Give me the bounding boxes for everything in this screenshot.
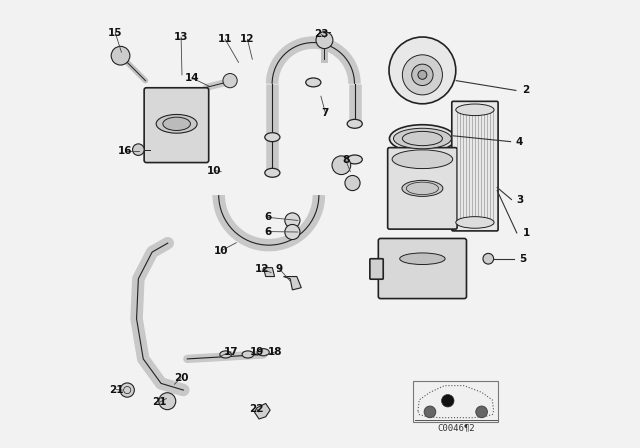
Text: 6: 6	[264, 212, 271, 222]
FancyBboxPatch shape	[413, 381, 498, 422]
Ellipse shape	[306, 78, 321, 87]
Text: 10: 10	[207, 166, 221, 176]
FancyBboxPatch shape	[370, 259, 383, 279]
Ellipse shape	[220, 351, 232, 358]
Circle shape	[483, 254, 493, 264]
Ellipse shape	[347, 155, 362, 164]
Ellipse shape	[402, 181, 443, 196]
Text: 14: 14	[184, 73, 199, 83]
Text: 6: 6	[264, 227, 271, 237]
Ellipse shape	[258, 349, 269, 356]
Text: 8: 8	[342, 155, 349, 165]
Text: 10: 10	[214, 246, 228, 256]
Text: 22: 22	[250, 404, 264, 414]
Text: 13: 13	[174, 32, 188, 42]
FancyBboxPatch shape	[388, 148, 457, 229]
Circle shape	[120, 383, 134, 397]
Circle shape	[159, 393, 176, 409]
Text: 21: 21	[152, 397, 167, 407]
Ellipse shape	[400, 253, 445, 264]
FancyBboxPatch shape	[378, 238, 467, 298]
Text: 12: 12	[240, 34, 255, 44]
Polygon shape	[284, 276, 301, 290]
Text: 3: 3	[516, 194, 524, 205]
Text: 19: 19	[250, 347, 264, 357]
Circle shape	[418, 70, 427, 79]
Text: 23: 23	[314, 29, 328, 39]
Text: 12: 12	[255, 264, 269, 274]
Circle shape	[132, 144, 144, 155]
Text: 5: 5	[519, 254, 526, 264]
Text: 1: 1	[523, 228, 530, 238]
Ellipse shape	[163, 117, 191, 130]
Text: 4: 4	[516, 137, 524, 146]
Circle shape	[285, 224, 300, 240]
Circle shape	[285, 213, 300, 228]
Circle shape	[345, 176, 360, 190]
Ellipse shape	[265, 133, 280, 142]
Circle shape	[424, 406, 436, 418]
Text: 11: 11	[218, 34, 232, 44]
Circle shape	[223, 73, 237, 88]
FancyBboxPatch shape	[144, 88, 209, 163]
Text: 20: 20	[174, 373, 188, 383]
Text: 15: 15	[108, 28, 122, 38]
Ellipse shape	[390, 125, 455, 152]
Circle shape	[403, 55, 442, 95]
Text: 18: 18	[268, 347, 283, 357]
Ellipse shape	[347, 119, 362, 128]
Polygon shape	[255, 404, 270, 419]
Polygon shape	[264, 267, 275, 276]
Text: 9: 9	[276, 264, 283, 274]
Ellipse shape	[242, 351, 253, 358]
Ellipse shape	[156, 115, 197, 133]
Text: C0046¶2: C0046¶2	[437, 423, 475, 432]
Circle shape	[412, 64, 433, 86]
Ellipse shape	[265, 168, 280, 177]
Circle shape	[442, 395, 454, 407]
Circle shape	[476, 406, 488, 418]
Circle shape	[316, 32, 333, 48]
Text: 17: 17	[223, 347, 238, 357]
Circle shape	[389, 37, 456, 104]
Ellipse shape	[392, 150, 452, 168]
Circle shape	[332, 156, 351, 175]
Circle shape	[111, 46, 130, 65]
Ellipse shape	[394, 128, 451, 149]
FancyBboxPatch shape	[452, 101, 498, 231]
Ellipse shape	[456, 217, 494, 228]
Text: 16: 16	[118, 146, 132, 156]
Text: 2: 2	[523, 86, 530, 95]
Ellipse shape	[456, 104, 494, 116]
Text: 7: 7	[322, 108, 329, 118]
Text: 21: 21	[109, 385, 124, 395]
